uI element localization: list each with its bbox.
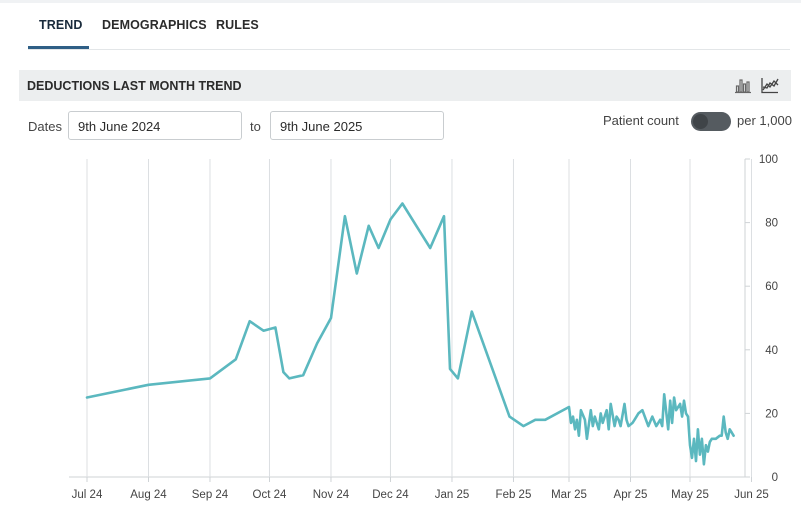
x-tick-label: Mar 25	[551, 489, 587, 501]
tab-demographics[interactable]: DEMOGRAPHICS	[102, 18, 207, 32]
y-tick-label: 20	[765, 408, 778, 420]
date-from-input[interactable]: 9th June 2024	[68, 111, 242, 140]
per-1000-toggle[interactable]	[691, 112, 731, 131]
y-tick-label: 40	[765, 345, 778, 357]
tab-rules[interactable]: RULES	[216, 18, 259, 32]
patient-count-label: Patient count	[603, 113, 679, 128]
x-tick-label: Jun 25	[734, 489, 769, 501]
tab-bar: TREND DEMOGRAPHICS RULES	[28, 0, 790, 50]
y-tick-label: 60	[765, 281, 778, 293]
x-tick-label: May 25	[671, 489, 709, 501]
x-tick-label: Nov 24	[313, 489, 350, 501]
tab-trend[interactable]: TREND	[39, 18, 83, 32]
x-tick-label: Jul 24	[72, 489, 103, 501]
x-tick-label: Oct 24	[253, 489, 287, 501]
bar-chart-icon[interactable]	[733, 76, 753, 94]
x-tick-label: Jan 25	[435, 489, 470, 501]
line-chart-icon[interactable]	[760, 76, 780, 94]
x-tick-label: Dec 24	[372, 489, 409, 501]
y-tick-label: 0	[772, 472, 778, 484]
x-tick-label: Feb 25	[496, 489, 532, 501]
per-1000-label: per 1,000	[737, 113, 792, 128]
x-tick-label: Aug 24	[130, 489, 167, 501]
date-to-input[interactable]: 9th June 2025	[270, 111, 444, 140]
y-tick-label: 80	[765, 218, 778, 230]
active-tab-indicator	[28, 46, 89, 49]
y-tick-label: 100	[759, 154, 778, 166]
panel-header: DEDUCTIONS LAST MONTH TREND	[19, 70, 791, 101]
panel-title: DEDUCTIONS LAST MONTH TREND	[27, 79, 242, 93]
to-label: to	[250, 119, 261, 134]
top-border	[0, 0, 801, 3]
x-tick-label: Apr 25	[614, 489, 648, 501]
trend-chart: Jul 24 Aug 24 Sep 24 Oct 24 Nov 24 Dec 24 Jan …	[69, 154, 778, 501]
dates-label: Dates	[28, 119, 62, 134]
x-tick-label: Sep 24	[192, 489, 229, 501]
toggle-knob	[693, 114, 708, 129]
series-line	[85, 202, 735, 466]
